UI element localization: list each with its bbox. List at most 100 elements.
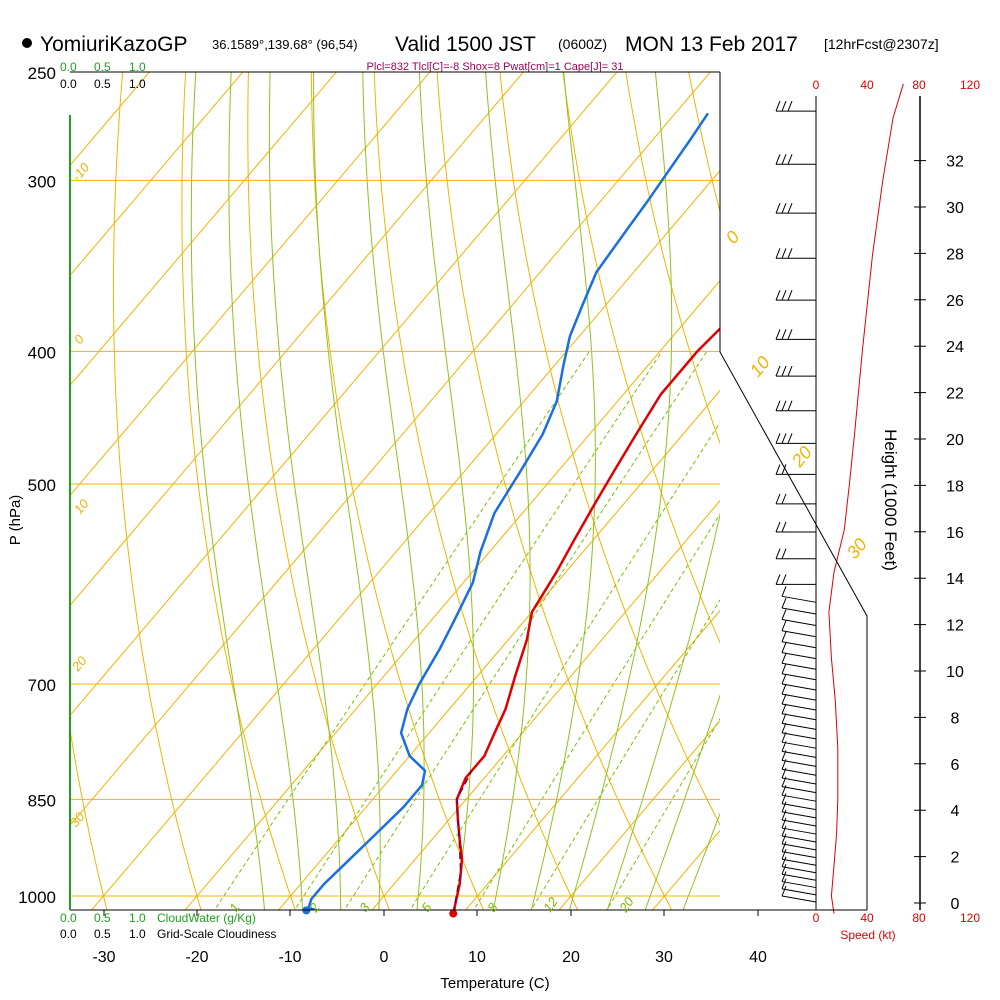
speed-tick-top: 0 — [813, 78, 820, 92]
wind-barb — [781, 871, 817, 889]
height-tick-label: 4 — [951, 803, 960, 820]
wind-barb-staff — [781, 630, 817, 638]
wind-barb-feather — [781, 703, 787, 714]
wind-barb-feather — [775, 154, 781, 165]
speed-tick-top: 40 — [860, 78, 874, 92]
forecast-info: [12hrFcst@2307z] — [824, 36, 939, 52]
wind-barb-staff — [781, 652, 817, 660]
cloudiness-tick: 0.0 — [60, 927, 77, 941]
wind-barb-feather — [781, 825, 787, 837]
moist-adiabat-line — [313, 72, 381, 910]
wind-barb — [781, 642, 817, 660]
wind-barb-feather — [781, 878, 787, 890]
moist-adiabat-line — [418, 72, 475, 910]
background-grid — [70, 71, 720, 910]
wind-barb-feather — [775, 493, 781, 505]
wind-barb-feather — [775, 548, 781, 559]
cloudiness-tick: 0.0 — [60, 77, 77, 91]
dry-adiabat-line — [310, 72, 484, 910]
pressure-tick-label: 400 — [28, 343, 56, 362]
height-axis-title: Height (1000 Feet) — [881, 429, 900, 571]
cloudwater-tick: 1.0 — [129, 911, 146, 925]
height-tick-label: 28 — [946, 246, 964, 263]
isotherm-line — [70, 72, 244, 277]
cloudwater-tick: 0.5 — [94, 60, 111, 74]
sounding-parameters: Plcl=832 Tlcl[C]=-8 Shox=8 Pwat[cm]=1 Ca… — [367, 61, 624, 73]
wind-barb-feather — [781, 856, 787, 867]
wind-barb-feather — [775, 100, 781, 112]
dry-adiabat-line — [499, 72, 720, 827]
pressure-tick-label: 850 — [28, 791, 56, 810]
y-axis-title: P (hPa) — [7, 495, 24, 546]
wind-barb-staff — [781, 595, 817, 603]
speed-label: Speed (kt) — [840, 928, 895, 942]
wind-barb-feather — [775, 400, 781, 411]
station-location: 36.1589°,139.68° (96,54) — [212, 37, 358, 52]
wind-barb-staff — [781, 843, 817, 851]
isotherm-line — [70, 72, 431, 497]
mixing-ratio-line — [213, 351, 590, 910]
height-tick-label: 10 — [946, 664, 964, 681]
speed-tick-bottom: 120 — [960, 911, 980, 925]
cloudiness-tick: 1.0 — [129, 77, 146, 91]
height-tick-label: 6 — [951, 757, 960, 774]
wind-barb-feather — [787, 290, 793, 301]
valid-zulu: (0600Z) — [558, 36, 607, 52]
x-tick-label: 20 — [562, 949, 580, 966]
wind-barb-staff — [781, 673, 817, 681]
wind-barb-staff — [781, 641, 817, 649]
isotherm-line — [70, 72, 618, 717]
x-tick-label: -20 — [185, 949, 208, 966]
wind-barb-staff — [781, 713, 817, 721]
wind-barb-feather — [781, 597, 787, 609]
wind-barb — [781, 864, 817, 881]
isotherm-line — [184, 279, 720, 910]
wind-barb-feather — [775, 365, 781, 377]
dewpoint-line — [306, 112, 710, 910]
wind-barb-staff — [781, 858, 817, 866]
wind-barb-feather — [775, 464, 781, 475]
wind-barb — [775, 248, 816, 259]
wind-barb — [775, 365, 816, 377]
wind-barb-feather — [787, 248, 793, 259]
speed-tick-bottom: 0 — [813, 911, 820, 925]
mixing-ratio-line — [294, 351, 663, 910]
wind-barb — [781, 683, 817, 701]
moist-adiabat-line — [362, 72, 425, 910]
wind-barb — [775, 100, 816, 112]
wind-speed-line — [828, 83, 904, 914]
wind-barb-feather — [781, 521, 787, 533]
wind-barb — [775, 433, 816, 444]
wind-barb-feather — [781, 586, 787, 597]
wind-barb-staff — [781, 803, 817, 811]
cloudwater-tick: 0.0 — [60, 911, 77, 925]
wind-barb — [775, 521, 816, 533]
wind-barb — [781, 609, 817, 626]
dry-adiabat-line — [436, 72, 673, 910]
wind-barb-feather — [781, 864, 787, 875]
wind-barb-feather — [775, 248, 781, 259]
wind-barb-feather — [781, 548, 787, 559]
wind-barb-feather — [781, 574, 787, 585]
wind-barb-staff — [781, 722, 817, 730]
wind-barb-staff — [781, 732, 817, 740]
x-tick-label: 40 — [749, 949, 767, 966]
wind-barb-feather — [775, 329, 781, 340]
wind-barb-staff — [781, 888, 817, 896]
wind-barb — [775, 464, 816, 475]
wind-barb — [781, 809, 817, 827]
wind-barb — [781, 653, 817, 670]
height-tick-label: 0 — [951, 896, 960, 913]
wind-barb — [781, 878, 817, 896]
wind-barb-feather — [781, 290, 787, 301]
wind-barb-staff — [781, 873, 817, 881]
pressure-tick-label: 300 — [28, 172, 56, 191]
cloudwater-tick: 1.0 — [129, 60, 146, 74]
station-bullet-icon — [22, 38, 32, 48]
wind-barb-feather — [781, 653, 787, 664]
wind-barb-staff — [781, 750, 817, 758]
axes: -30 -20 -10 0 10 20 30 402503004005007008501000… — [18, 64, 964, 966]
cloudwater-tick: 0.5 — [94, 911, 111, 925]
wind-barb — [775, 202, 816, 214]
